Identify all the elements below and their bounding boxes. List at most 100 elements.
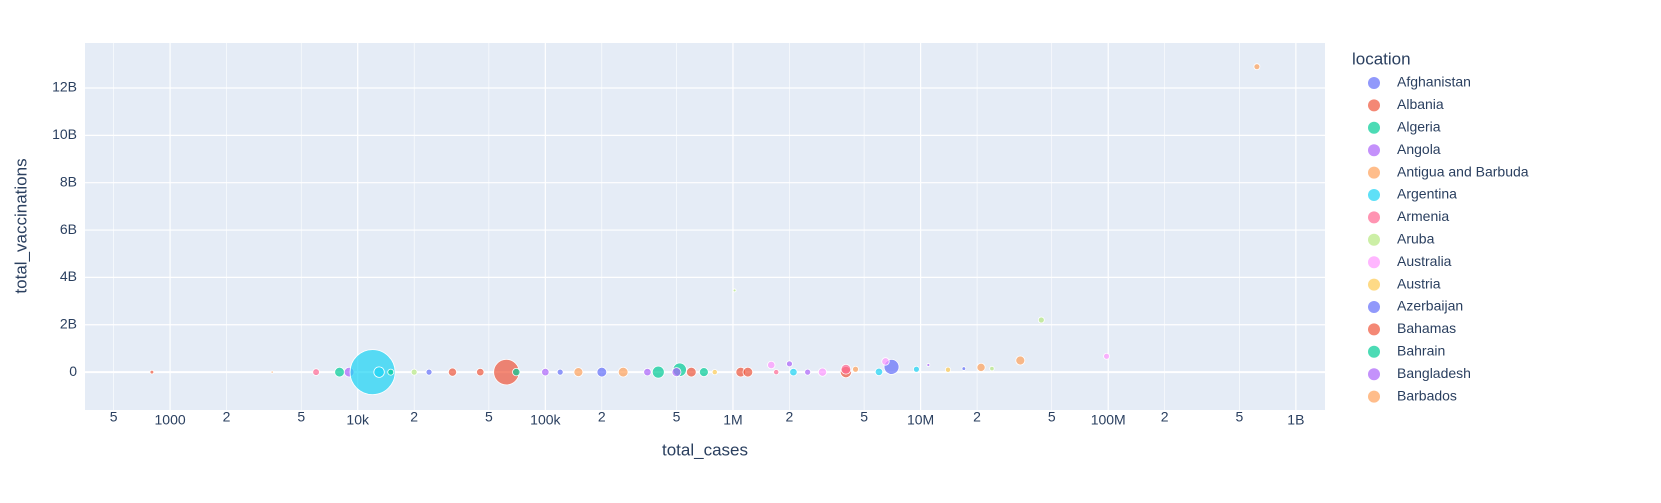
bubble [732,288,737,293]
bubble [643,367,652,377]
y-tick-label: 12B [52,79,77,95]
legend-marker [1368,99,1380,112]
bubble [711,369,718,376]
bubble [989,365,995,372]
y-tick-label: 2B [60,315,77,331]
x-tick-label: 10k [346,412,370,428]
legend-label: Antigua and Barbuda [1397,163,1529,179]
x-tick-label: 5 [860,409,868,425]
bubble [767,360,776,370]
bubble [541,367,550,377]
x-tick-label: 100M [1091,412,1126,428]
legend-label: Armenia [1397,208,1449,224]
bubble [817,367,828,377]
y-axis-title: total_vaccinations [11,158,30,293]
legend-label: Angola [1397,141,1441,157]
bubble [881,357,890,366]
bubble [874,367,884,377]
x-tick-label: 5 [673,409,681,425]
bubble [913,365,920,373]
bubble [961,366,967,371]
y-tick-label: 8B [60,173,77,189]
legend-marker [1368,144,1380,157]
plot-area [85,43,1325,410]
x-tick-label: 1M [723,412,742,428]
bubble [596,366,608,378]
bubble [789,367,798,377]
legend-label: Australia [1397,253,1452,269]
bubble [686,366,697,378]
bubble [1015,355,1026,366]
bubble [410,368,418,376]
bubble [312,368,320,376]
x-tick-label: 2 [973,409,981,425]
legend-marker [1368,211,1380,224]
legend-label: Bangladesh [1397,365,1471,381]
bubble [573,367,584,378]
y-tick-label: 10B [52,126,77,142]
x-tick-label: 100k [530,412,561,428]
bubble [617,366,629,378]
legend-label: Argentina [1397,186,1457,202]
legend-marker [1368,390,1380,403]
y-tick-label: 0 [69,363,77,379]
x-tick-label: 2 [1161,409,1169,425]
legend-marker [1368,166,1380,179]
legend-label: Albania [1397,96,1444,112]
legend-marker [1368,189,1380,201]
legend-label: Austria [1397,275,1441,291]
bubble [671,367,682,378]
legend-label: Aruba [1397,231,1435,247]
bubble [1253,63,1261,71]
legend-marker [1368,368,1380,381]
x-tick-label: 5 [1235,409,1243,425]
x-tick-label: 5 [297,409,305,425]
x-tick-label: 2 [786,409,794,425]
bubble [1037,316,1045,324]
bubble [773,369,780,376]
bubble [149,369,155,375]
bubble [349,349,396,396]
x-tick-label: 5 [485,409,493,425]
bubble [512,367,521,377]
bubble [976,362,986,372]
bubble [840,363,852,375]
legend-marker [1368,323,1380,336]
legend-marker [1368,233,1380,246]
bubble [476,367,485,377]
legend-label: Barbados [1397,387,1457,403]
x-tick-label: 5 [1048,409,1056,425]
y-tick-label: 4B [60,268,77,284]
bubble [944,366,952,373]
bubble [1103,352,1110,360]
legend-marker [1368,278,1380,291]
bubble [373,366,385,378]
bubble [651,365,665,379]
bubble [804,368,812,376]
y-tick-label: 6B [60,221,77,237]
x-tick-label: 1000 [155,412,186,428]
legend-label: Azerbaijan [1397,298,1463,314]
bubble [556,368,564,376]
legend-marker [1368,345,1380,358]
bubble [425,368,433,376]
x-tick-label: 10M [907,412,934,428]
legend-marker [1368,256,1380,269]
x-axis-title: total_cases [662,440,748,459]
bubble [786,360,793,368]
legend-marker [1368,301,1380,313]
x-tick-label: 5 [110,409,118,425]
legend-label: Bahamas [1397,320,1456,336]
bubble [334,366,345,378]
bubble [447,367,458,377]
legend-label: Algeria [1397,119,1441,135]
bubble [852,365,859,373]
bubble [926,363,931,367]
x-tick-label: 2 [598,409,606,425]
bubble [742,366,754,378]
legend-marker [1368,121,1380,134]
bubble [699,367,709,378]
x-tick-label: 2 [410,409,418,425]
bubble [387,368,395,376]
